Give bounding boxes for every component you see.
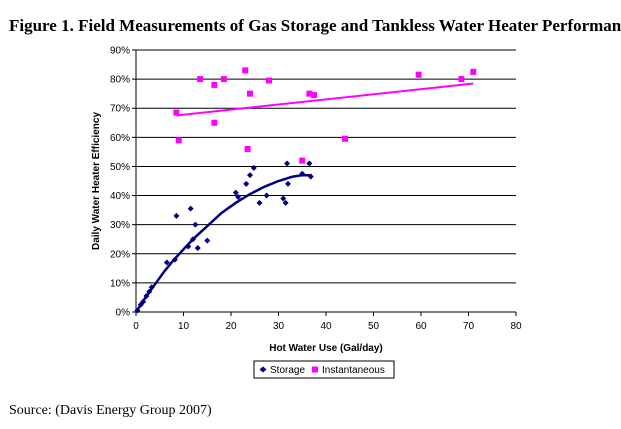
legend-box: [253, 360, 395, 379]
point-storage: [282, 199, 289, 206]
point-storage: [243, 180, 250, 187]
y-tick-label: 10%: [110, 278, 130, 289]
point-instantaneous: [197, 76, 204, 83]
x-ticks: 0 10 20 30 40 50 60 70 80: [133, 312, 522, 332]
point-instantaneous: [175, 137, 182, 144]
point-instantaneous: [470, 68, 477, 75]
point-storage: [284, 160, 291, 167]
point-storage: [247, 172, 253, 179]
point-instantaneous: [247, 90, 253, 97]
legend-label-instantaneous: Instantaneous: [322, 365, 385, 376]
y-axis-label: Daily Water Heater Efficiency: [91, 112, 102, 250]
point-storage: [307, 173, 314, 180]
x-tick-label: 0: [133, 321, 139, 332]
source-note: Source: (Davis Energy Group 2007): [9, 403, 212, 418]
x-tick-label: 70: [463, 321, 475, 332]
legend-marker-storage: [259, 366, 267, 373]
point-storage: [185, 243, 192, 250]
point-storage: [187, 205, 194, 212]
point-storage: [299, 170, 306, 177]
data-points: [134, 67, 477, 314]
y-ticks: 0% 10% 20% 30% 40% 50% 60% 70% 80% 90%: [110, 46, 136, 319]
point-storage: [235, 194, 242, 201]
y-tick-label: 60%: [110, 133, 130, 144]
point-instantaneous: [244, 145, 251, 152]
point-instantaneous: [299, 157, 306, 164]
point-storage: [192, 221, 199, 228]
point-instantaneous: [211, 81, 218, 88]
y-tick-label: 90%: [110, 46, 130, 57]
x-tick-label: 30: [273, 321, 285, 332]
point-instantaneous: [220, 76, 227, 83]
point-storage: [232, 189, 239, 196]
y-tick-label: 50%: [110, 162, 130, 173]
point-storage: [134, 307, 141, 314]
point-storage: [194, 244, 201, 251]
point-storage: [280, 195, 287, 202]
point-storage: [250, 164, 257, 171]
x-tick-label: 50: [368, 321, 380, 332]
legend-marker-instantaneous: [312, 366, 318, 373]
point-instantaneous: [458, 76, 465, 83]
trendline-instantaneous: [176, 82, 474, 117]
x-tick-label: 80: [510, 321, 522, 332]
legend: Storage Instantaneous: [253, 360, 395, 379]
legend-label-storage: Storage: [270, 365, 305, 376]
point-instantaneous: [173, 109, 180, 116]
y-tick-label: 30%: [110, 220, 130, 231]
point-storage: [285, 180, 291, 187]
x-tick-label: 20: [225, 321, 237, 332]
y-tick-label: 40%: [110, 191, 130, 202]
point-storage: [190, 236, 196, 243]
point-storage: [146, 288, 153, 295]
point-storage: [256, 199, 263, 206]
point-storage: [173, 212, 180, 219]
trendline-storage: [134, 173, 312, 313]
point-storage: [140, 298, 147, 305]
point-instantaneous: [242, 67, 249, 74]
trendlines: [134, 82, 474, 313]
point-instantaneous: [342, 135, 348, 142]
point-instantaneous: [311, 92, 318, 99]
y-tick-label: 0%: [116, 308, 131, 319]
point-instantaneous: [266, 77, 272, 84]
y-tick-label: 80%: [110, 75, 130, 86]
point-instantaneous: [211, 119, 218, 126]
point-storage: [204, 237, 211, 244]
y-tick-label: 20%: [110, 249, 130, 260]
gridlines: [136, 49, 516, 284]
x-axis-label: Hot Water Use (Gal/day): [269, 343, 383, 354]
x-tick-label: 10: [178, 321, 190, 332]
point-storage: [143, 292, 150, 299]
point-storage: [171, 256, 178, 263]
point-storage: [263, 192, 270, 199]
point-instantaneous: [415, 71, 422, 78]
y-tick-label: 70%: [110, 104, 130, 115]
point-storage: [163, 259, 170, 266]
x-tick-label: 40: [320, 321, 332, 332]
x-tick-label: 60: [415, 321, 427, 332]
figure-title: Figure 1. Field Measurements of Gas Stor…: [9, 16, 621, 35]
point-storage: [306, 160, 313, 167]
point-instantaneous: [306, 90, 313, 97]
point-storage: [148, 284, 155, 291]
